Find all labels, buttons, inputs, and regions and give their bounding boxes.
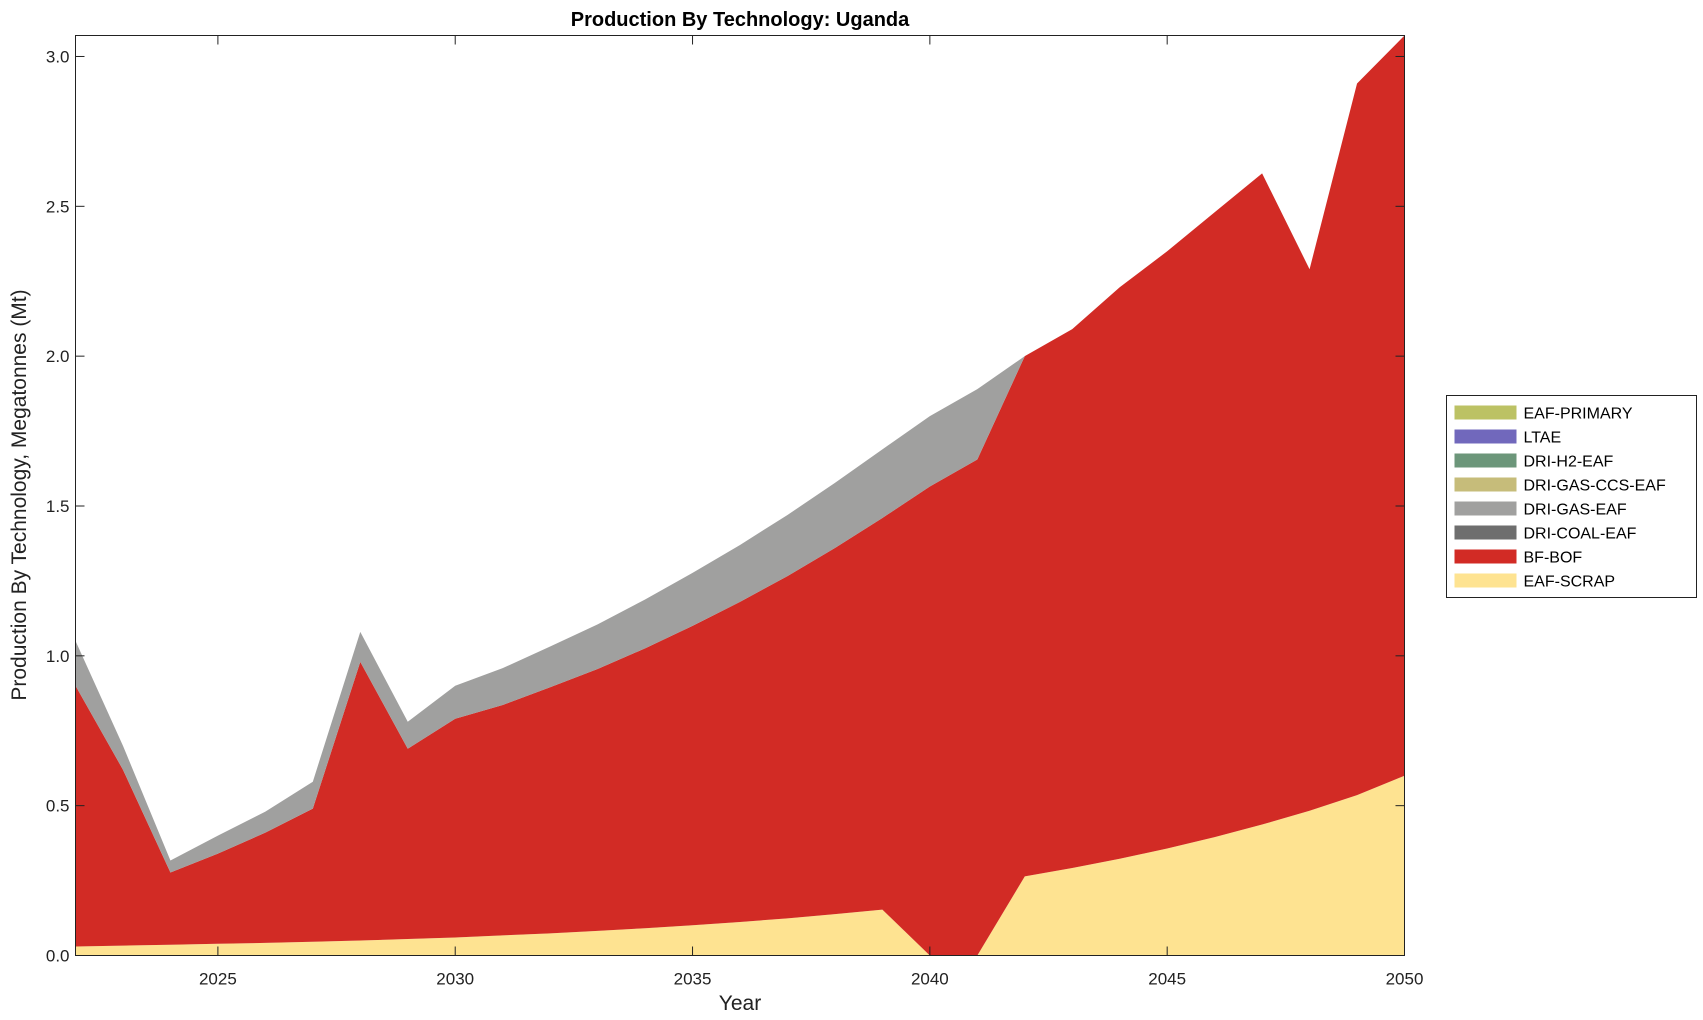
legend-label: DRI-COAL-EAF xyxy=(1524,526,1637,543)
y-tick-label: 3.0 xyxy=(46,47,70,66)
legend-label: DRI-GAS-EAF xyxy=(1524,502,1627,519)
area-bf-bof xyxy=(75,35,1405,956)
x-tick-label: 2045 xyxy=(1148,970,1186,989)
x-tick-label: 2035 xyxy=(674,970,712,989)
chart-title: Production By Technology: Uganda xyxy=(571,9,910,31)
legend-label: EAF-SCRAP xyxy=(1524,574,1616,591)
y-tick-label: 0.5 xyxy=(46,797,70,816)
legend-swatch xyxy=(1454,429,1517,444)
legend-box xyxy=(1446,395,1697,598)
legend-swatch xyxy=(1454,453,1517,468)
plot-frame xyxy=(75,35,1405,956)
legend-swatch xyxy=(1454,549,1517,564)
y-tick-label: 1.0 xyxy=(46,647,70,666)
x-tick-label: 2030 xyxy=(436,970,474,989)
area-eaf-scrap xyxy=(75,775,1405,956)
legend-swatch xyxy=(1454,477,1517,492)
x-tick-label: 2025 xyxy=(199,970,237,989)
y-tick-label: 1.5 xyxy=(46,497,70,516)
y-axis-label: Production By Technology, Megatonnes (Mt… xyxy=(8,289,31,700)
stacked-areas xyxy=(75,35,1405,956)
axis-ticks: 2025 2030 2035 2040 2045 2050 0.0 0.5 1.0 1.5 2.0 2… xyxy=(46,35,1424,989)
x-axis-label: Year xyxy=(719,992,761,1015)
legend-label: DRI-GAS-CCS-EAF xyxy=(1524,478,1666,495)
legend-label: DRI-H2-EAF xyxy=(1524,454,1614,471)
x-tick-label: 2040 xyxy=(911,970,949,989)
y-tick-label: 0.0 xyxy=(46,947,70,966)
legend-label: EAF-PRIMARY xyxy=(1524,406,1633,423)
legend-swatch xyxy=(1454,525,1517,540)
legend-swatch xyxy=(1454,573,1517,588)
y-tick-label: 2.5 xyxy=(46,197,70,216)
legend-label: BF-BOF xyxy=(1524,550,1583,567)
legend: EAF-PRIMARY LTAE DRI-H2-EAF DRI-GAS-CCS-EAF… xyxy=(1446,395,1697,598)
y-tick-label: 2.0 xyxy=(46,347,70,366)
legend-swatch xyxy=(1454,405,1517,420)
legend-label: LTAE xyxy=(1524,430,1562,447)
x-tick-label: 2050 xyxy=(1386,970,1424,989)
legend-swatch xyxy=(1454,501,1517,516)
